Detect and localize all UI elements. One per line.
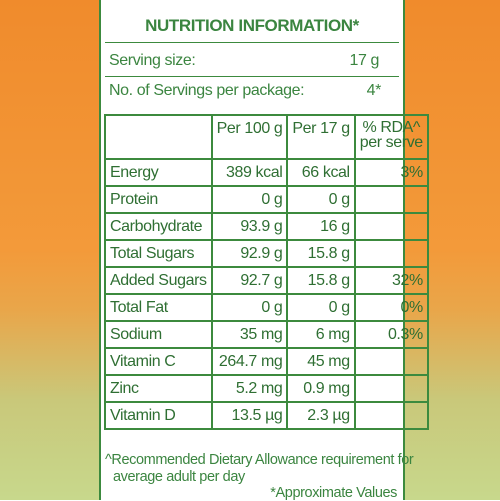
- nutrient-name: Total Fat: [104, 293, 213, 322]
- nutrient-name: Zinc: [104, 374, 213, 403]
- nutrient-name: Vitamin D: [104, 401, 213, 430]
- header-cell: [104, 114, 213, 160]
- nutrient-value: 2.3 µg: [286, 401, 356, 430]
- nutrient-value: 3%: [353, 158, 429, 187]
- nutrient-value: [353, 212, 429, 241]
- nutrient-name: Carbohydrate: [104, 212, 213, 241]
- nutrient-value: [353, 185, 429, 214]
- nutrient-value: [353, 401, 429, 430]
- nutrient-value: 15.8 g: [286, 266, 356, 295]
- nutrient-value: 0 g: [210, 293, 289, 322]
- nutrient-row: Energy 389 kcal 66 kcal 3%: [104, 158, 429, 187]
- serving-value: 17 g: [349, 52, 379, 69]
- nutrient-value: 0 g: [210, 185, 289, 214]
- rda-header: per serve: [359, 134, 424, 151]
- nutrient-row: Vitamin D 13.5 µg 2.3 µg: [104, 401, 429, 430]
- serving-label: Serving size:: [109, 52, 196, 69]
- nutrient-row: Total Sugars 92.9 g 15.8 g: [104, 239, 429, 268]
- nutrient-row: Added Sugars 92.7 g 15.8 g 32%: [104, 266, 429, 295]
- servings-label: No. of Servings per package:: [109, 82, 305, 99]
- header-row: Per 100 g Per 17 g % RDA^ per serve: [104, 114, 429, 160]
- nutrient-row: Carbohydrate 93.9 g 16 g: [104, 212, 429, 241]
- nutrient-value: 66 kcal: [286, 158, 356, 187]
- nutrient-value: [353, 374, 429, 403]
- nutrient-value: [353, 239, 429, 268]
- nutrient-row: Sodium 35 mg 6 mg 0.3%: [104, 320, 429, 349]
- rda-header: % RDA^: [362, 119, 421, 136]
- nutrient-value: 13.5 µg: [210, 401, 289, 430]
- nutrient-name: Total Sugars: [104, 239, 213, 268]
- nutrient-name: Sodium: [104, 320, 213, 349]
- nutrient-value: 0 g: [286, 293, 356, 322]
- rule: [105, 42, 399, 43]
- nutrient-value: 92.7 g: [210, 266, 289, 295]
- rule: [105, 76, 399, 77]
- nutrient-row: Vitamin C 264.7 mg 45 mg: [104, 347, 429, 376]
- nutrient-value: [353, 347, 429, 376]
- header-cell: Per 17 g: [286, 114, 356, 160]
- nutrient-value: 15.8 g: [286, 239, 356, 268]
- nutrient-name: Added Sugars: [104, 266, 213, 295]
- nutrient-row: Zinc 5.2 mg 0.9 mg: [104, 374, 429, 403]
- nutrient-value: 6 mg: [286, 320, 356, 349]
- nutrient-value: 5.2 mg: [210, 374, 289, 403]
- servings-value: 4*: [366, 82, 382, 99]
- nutrition-panel: NUTRITION INFORMATION* Serving size: 17 …: [99, 0, 429, 501]
- footnote: ^Recommended Dietary Allowance requireme…: [105, 452, 414, 468]
- nutrient-value: 93.9 g: [210, 212, 289, 241]
- footnote: average adult per day: [113, 469, 245, 485]
- nutrient-value: 0 g: [286, 185, 356, 214]
- nutrient-name: Energy: [104, 158, 213, 187]
- approx-note: *Approximate Values: [270, 485, 397, 501]
- nutrient-value: 389 kcal: [210, 158, 289, 187]
- nutrient-name: Protein: [104, 185, 213, 214]
- header-cell: Per 100 g: [210, 114, 289, 160]
- nutrition-table: Per 100 g Per 17 g % RDA^ per serve Energ…: [104, 114, 429, 430]
- nutrient-value: 0%: [353, 293, 429, 322]
- nutrient-value: 35 mg: [210, 320, 289, 349]
- title: NUTRITION INFORMATION*: [145, 16, 359, 35]
- nutrient-value: 45 mg: [286, 347, 356, 376]
- nutrient-name: Vitamin C: [104, 347, 213, 376]
- nutrient-value: 32%: [353, 266, 429, 295]
- nutrient-value: 0.3%: [353, 320, 429, 349]
- header-cell: % RDA^ per serve: [353, 114, 429, 160]
- nutrient-value: 16 g: [286, 212, 356, 241]
- nutrient-value: 264.7 mg: [210, 347, 289, 376]
- nutrient-value: 92.9 g: [210, 239, 289, 268]
- nutrient-value: 0.9 mg: [286, 374, 356, 403]
